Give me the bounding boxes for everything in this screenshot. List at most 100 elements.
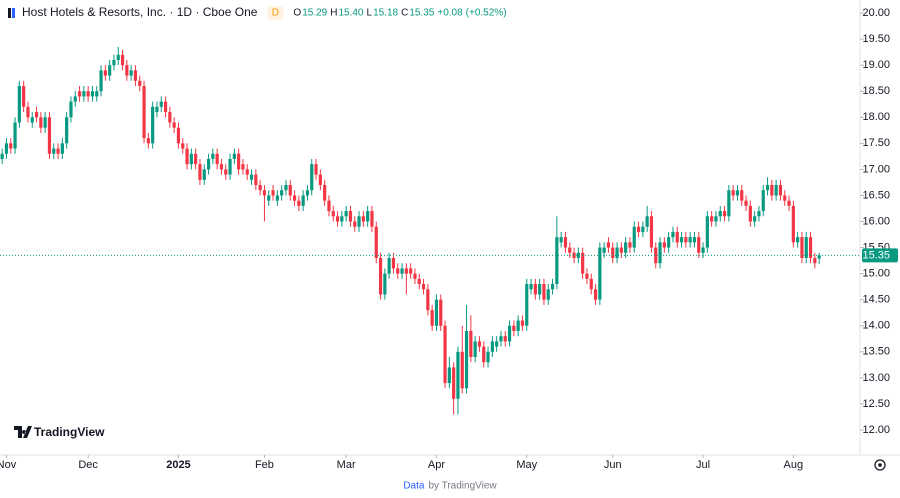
candle-body: [765, 185, 770, 191]
candle-body: [138, 80, 142, 86]
candle-body: [787, 200, 791, 206]
candle-body: [731, 190, 735, 196]
candle-body: [490, 341, 494, 352]
candle-body: [645, 216, 649, 227]
x-tick-label: Apr: [428, 459, 445, 471]
y-tick-label: 17.50: [862, 137, 890, 149]
candle-body: [791, 205, 795, 243]
candle-body: [632, 226, 636, 248]
quote-value: 15.29: [302, 8, 327, 19]
candle-body: [447, 367, 451, 384]
candle-body: [538, 284, 542, 295]
candle-body: [563, 237, 568, 248]
y-tick-label: 19.00: [862, 59, 890, 71]
candle-body: [649, 216, 654, 248]
candle-body: [675, 231, 679, 243]
candle-body: [804, 237, 808, 258]
candle-body: [473, 341, 477, 358]
candle-body: [585, 273, 589, 279]
candle-body: [198, 164, 202, 180]
candle-body: [550, 284, 555, 290]
candle-body: [0, 153, 4, 159]
candle-body: [172, 122, 176, 128]
candle-body: [69, 101, 73, 118]
quote-change: +0.08: [437, 8, 463, 19]
candle-body: [116, 54, 120, 60]
candle-body: [292, 195, 297, 201]
x-tick-label: Feb: [255, 459, 274, 471]
candle-body: [774, 185, 778, 196]
x-tick-label: Nov: [0, 459, 17, 471]
candle-body: [409, 268, 413, 274]
candle-body: [761, 190, 765, 212]
x-tick-label: Jul: [696, 459, 710, 471]
candle-body: [151, 106, 155, 144]
candle-body: [219, 164, 224, 170]
candle-body: [344, 211, 348, 217]
candle-body: [495, 341, 499, 347]
y-tick-label: 19.50: [862, 33, 890, 45]
y-tick-label: 13.00: [862, 372, 890, 384]
candle-body: [770, 185, 774, 196]
candle-body: [301, 195, 305, 206]
footer-source[interactable]: Data: [403, 481, 425, 492]
y-tick-label: 20.00: [862, 7, 890, 19]
quote-value: 15.18: [373, 8, 398, 19]
candle-body: [813, 257, 817, 264]
candle-body: [323, 185, 327, 201]
candle-body: [370, 211, 374, 227]
candle-body: [142, 85, 146, 139]
candle-body: [340, 216, 344, 222]
candle-body: [735, 190, 740, 196]
watermark[interactable]: TradingView: [8, 418, 105, 446]
candle-body: [206, 158, 211, 170]
candle-body: [60, 143, 64, 154]
candle-body: [430, 310, 434, 326]
candle-body: [275, 195, 279, 201]
candle-body: [808, 237, 813, 258]
candle-body: [176, 127, 181, 144]
candle-body: [39, 117, 43, 128]
candle-body: [576, 252, 580, 258]
candle-body: [606, 242, 611, 248]
candle-body: [624, 242, 628, 253]
candle-body: [404, 268, 408, 274]
candle-body: [56, 148, 60, 154]
candle-body: [348, 211, 353, 222]
last-price-box: [862, 248, 898, 263]
candle-body: [529, 284, 533, 290]
candle-body: [47, 117, 52, 154]
candle-body: [146, 138, 150, 144]
candle-body: [697, 237, 701, 253]
candle-body: [477, 341, 482, 347]
candle-body: [572, 252, 576, 258]
settings-icon[interactable]: [874, 459, 886, 471]
candle-body: [421, 284, 426, 290]
candle-body: [753, 216, 757, 222]
y-tick-label: 18.00: [862, 111, 890, 123]
candle-body: [452, 367, 456, 399]
candle-body: [108, 65, 112, 76]
candle-body: [688, 237, 692, 243]
candle-body: [168, 112, 172, 123]
candle-body: [103, 70, 107, 76]
symbol-logo: [8, 8, 15, 18]
candle-body: [456, 351, 460, 399]
quote-value: 15.35: [409, 8, 434, 19]
candle-body: [692, 237, 697, 243]
candle-body: [525, 284, 529, 326]
candle-body: [280, 190, 284, 196]
candle-body: [710, 216, 714, 222]
candle-body: [125, 65, 129, 76]
quote-change-pct: (+0.52%): [466, 8, 507, 19]
candle-body: [331, 211, 335, 217]
y-tick-label: 16.50: [862, 189, 890, 201]
candle-body: [387, 257, 391, 274]
candle-body: [155, 106, 159, 113]
candle-body: [628, 242, 632, 248]
candle-body: [318, 174, 322, 186]
candle-body: [73, 96, 77, 102]
candle-body: [740, 190, 744, 201]
candle-body: [65, 117, 69, 144]
candle-body: [503, 336, 507, 342]
